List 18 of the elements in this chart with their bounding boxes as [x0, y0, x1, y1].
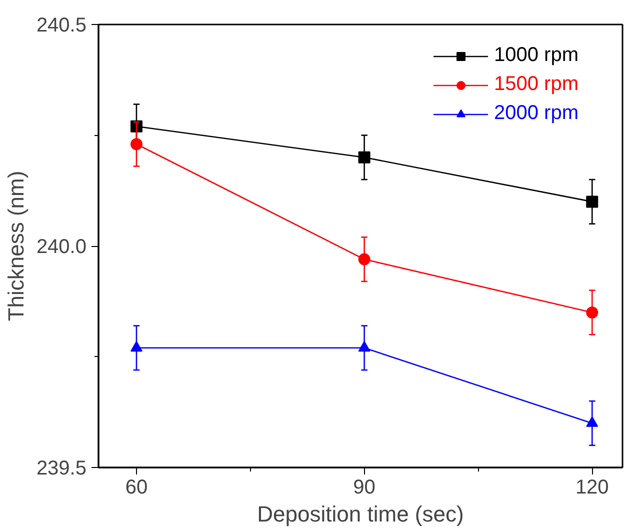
point: [586, 306, 598, 318]
x-tick-label: 90: [353, 476, 376, 498]
point: [358, 151, 370, 164]
legend-label: 1000 rpm: [494, 44, 578, 67]
point: [586, 196, 598, 208]
x-tick-label: 60: [125, 476, 148, 498]
point: [358, 341, 370, 352]
point: [586, 416, 598, 427]
point: [130, 341, 142, 352]
y-tick-label: 240.0: [36, 236, 87, 258]
legend-label: 2000 rpm: [494, 102, 578, 125]
x-axis-title: Deposition time (sec): [257, 502, 464, 526]
legend-label: 1500 rpm: [494, 73, 578, 96]
x-tick-label: 120: [575, 476, 609, 498]
y-tick-label: 240.5: [36, 14, 87, 36]
point: [358, 253, 370, 266]
y-axis-title: Thickness (nm): [3, 170, 28, 322]
y-tick-label: 239.5: [36, 458, 87, 480]
